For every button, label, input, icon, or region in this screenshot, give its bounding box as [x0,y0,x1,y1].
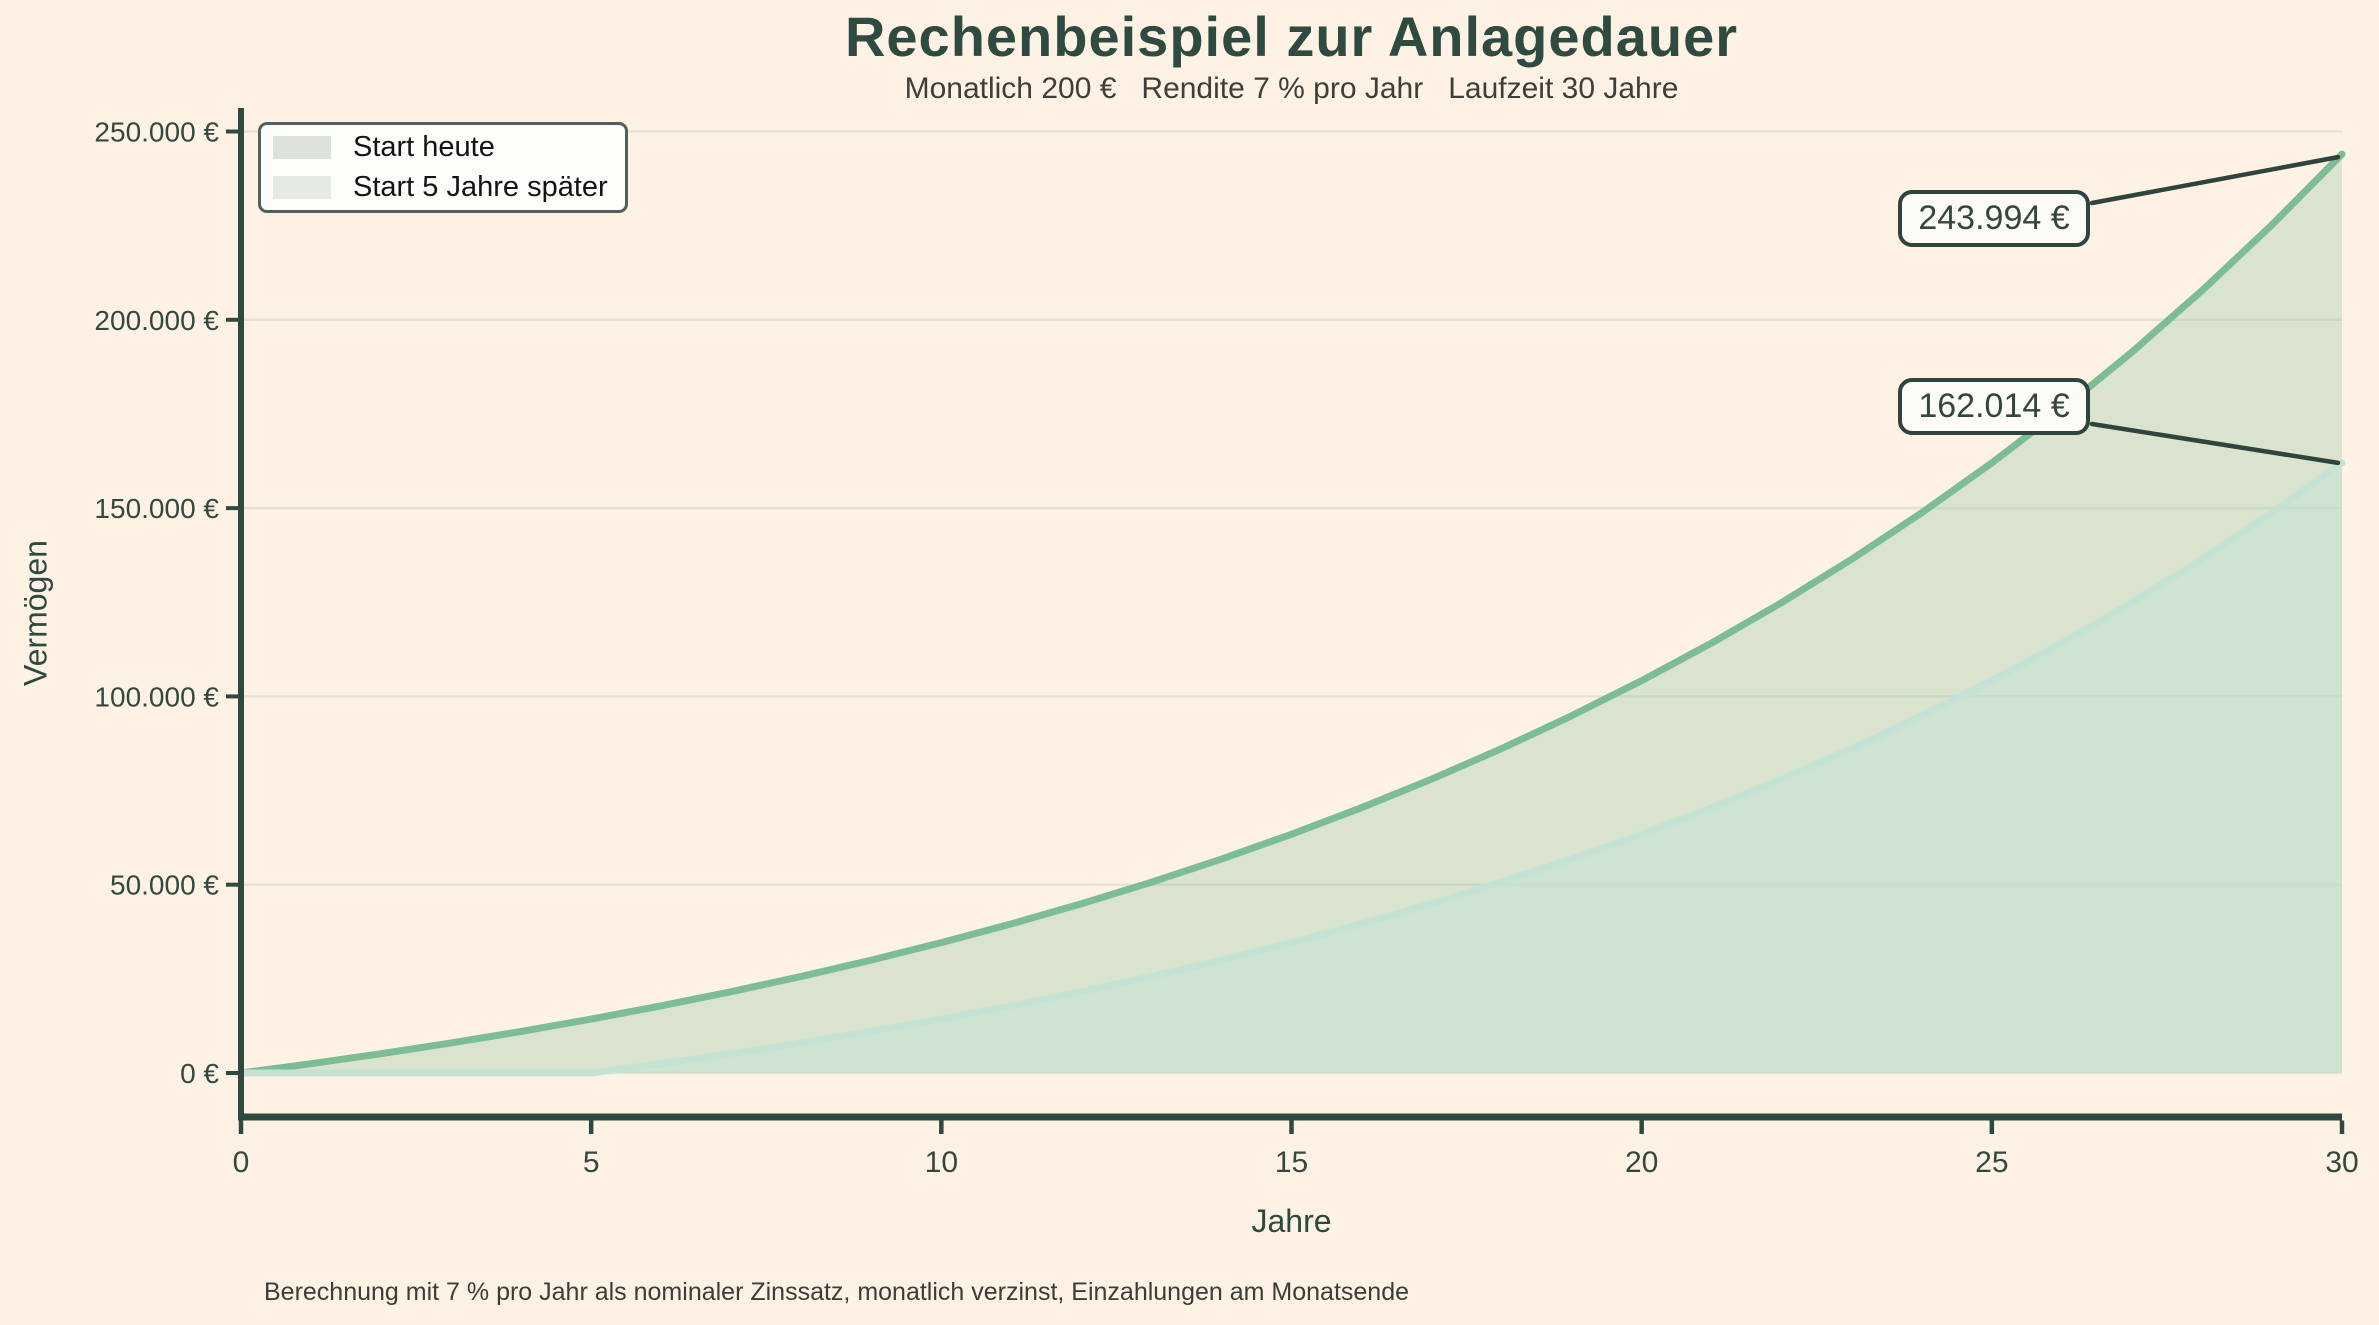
legend: Start heute Start 5 Jahre später [258,122,628,213]
page-title: Rechenbeispiel zur Anlagedauer [844,5,1739,68]
annotation-leader-line [2089,154,2341,206]
series-area-1 [241,462,2342,1073]
annotation-leader-line [2089,421,2341,466]
x-tick-label: 0 [233,1146,250,1179]
annotation-end-value-start-spaeter: 162.014 € [1898,378,2090,435]
x-tick-label: 20 [1625,1146,1658,1179]
series-line-0 [237,150,2346,1077]
y-axis-title: Vermögen [17,540,54,686]
legend-item-start-spaeter: Start 5 Jahre später [273,171,613,205]
x-tick-label: 15 [1275,1146,1308,1179]
footnote: Berechnung mit 7 % pro Jahr als nominale… [264,1278,1410,1306]
y-tick-label: 50.000 € [110,870,219,901]
x-tick-label: 30 [2325,1146,2358,1179]
y-tick-label: 200.000 € [94,305,219,336]
chart-subtitle: Monatlich 200 € Rendite 7 % pro Jahr Lau… [904,71,1679,105]
y-tick-label: 0 € [180,1058,219,1089]
y-tick-label: 150.000 € [94,493,219,524]
x-tick-label: 25 [1975,1146,2008,1179]
chart-header: Rechenbeispiel zur Anlagedauer Monatlich… [241,0,2342,105]
x-tick-label: 5 [583,1146,600,1179]
legend-swatch-start-spaeter [273,176,331,199]
legend-label: Start 5 Jahre später [353,171,608,203]
y-tick-label: 100.000 € [94,681,219,712]
annotation-end-value-start-heute: 243.994 € [1898,190,2090,247]
x-axis-title: Jahre [1251,1203,1332,1239]
y-tick-label: 250.000 € [94,117,219,148]
series-line-1 [237,459,2346,1077]
legend-label: Start heute [353,131,495,163]
legend-item-start-heute: Start heute [273,131,613,165]
x-tick-label: 10 [925,1146,958,1179]
legend-swatch-start-heute [273,136,331,159]
